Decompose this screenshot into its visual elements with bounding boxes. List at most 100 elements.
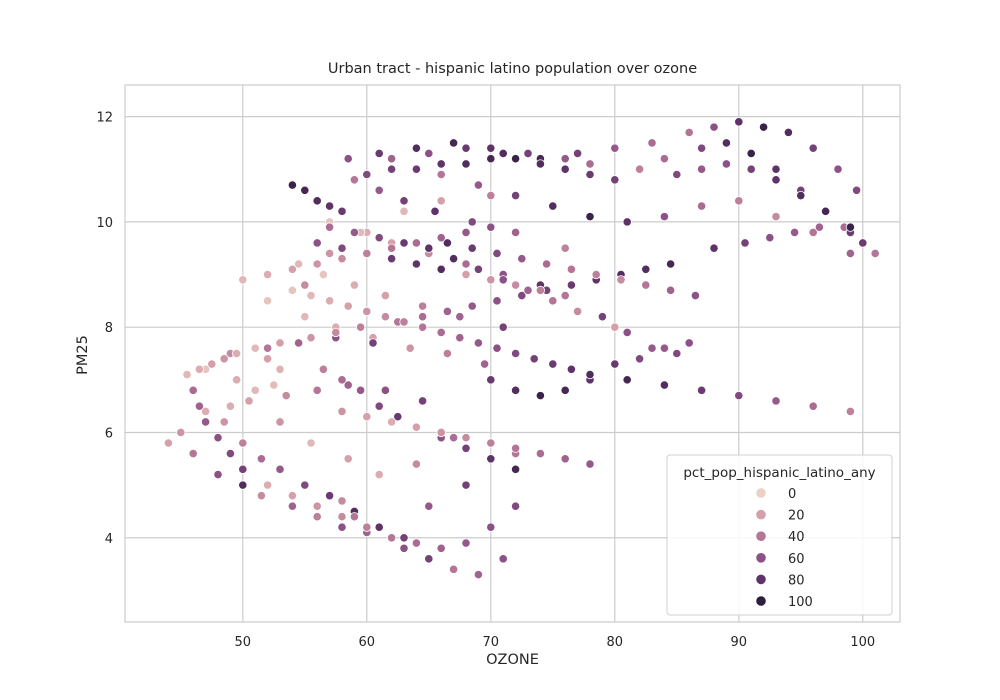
data-point [461, 538, 471, 548]
data-point [560, 454, 570, 464]
data-point [368, 338, 378, 348]
data-point [870, 248, 880, 259]
data-point [281, 391, 291, 401]
data-point [256, 491, 266, 501]
data-point [473, 338, 483, 348]
data-point [343, 154, 353, 164]
data-point [324, 296, 335, 306]
data-point [424, 554, 434, 564]
data-point [510, 227, 521, 238]
data-point [566, 280, 577, 290]
data-point [548, 296, 558, 306]
data-point [510, 190, 521, 201]
data-point [622, 375, 632, 385]
data-point [498, 554, 508, 564]
data-point [399, 543, 409, 553]
data-point [411, 459, 421, 469]
data-point [783, 127, 794, 137]
x-tick-label: 50 [235, 635, 252, 650]
data-point [399, 196, 409, 206]
data-point [417, 396, 428, 406]
data-point [238, 438, 248, 448]
data-point [560, 154, 570, 164]
data-point [448, 254, 459, 264]
data-point [659, 154, 670, 164]
y-axis-label: PM25 [75, 335, 91, 375]
data-point [424, 501, 434, 511]
data-point [417, 312, 428, 322]
data-point [287, 264, 297, 274]
data-point [411, 259, 421, 269]
data-point [399, 238, 409, 248]
data-point [758, 122, 769, 132]
data-point [746, 148, 756, 159]
legend-marker [755, 552, 767, 564]
data-point [337, 512, 347, 522]
data-point [188, 385, 198, 395]
data-point [380, 290, 390, 301]
data-point [585, 169, 595, 180]
data-point [535, 285, 546, 295]
data-point [616, 275, 626, 285]
data-point [312, 385, 322, 395]
data-point [734, 391, 744, 401]
data-point [374, 148, 384, 159]
data-point [306, 290, 316, 301]
data-point [337, 496, 347, 506]
data-point [194, 401, 204, 411]
data-point [634, 164, 645, 174]
y-tick-label: 8 [105, 321, 113, 336]
data-point [467, 243, 477, 253]
data-point [312, 259, 322, 269]
data-point [300, 280, 310, 290]
data-point [696, 385, 707, 395]
data-point [275, 364, 285, 374]
data-point [659, 343, 670, 353]
data-point [665, 259, 676, 269]
data-point [709, 122, 719, 132]
data-point [808, 143, 818, 153]
data-point [436, 264, 446, 274]
data-point [535, 159, 546, 169]
data-point [380, 385, 390, 395]
data-point [461, 433, 471, 443]
data-point [312, 196, 322, 206]
data-point [337, 406, 347, 417]
data-point [721, 159, 732, 169]
data-point [541, 259, 552, 269]
data-point [517, 290, 527, 301]
x-tick-label: 70 [483, 635, 500, 650]
data-point [349, 512, 359, 522]
data-point [386, 154, 397, 164]
data-point [585, 459, 595, 469]
data-point [486, 222, 496, 232]
data-point [796, 190, 806, 201]
data-point [318, 364, 328, 374]
x-axis-label: OZONE [486, 652, 539, 668]
data-point [374, 185, 384, 195]
data-point [343, 454, 353, 464]
chart-title: Urban tract - hispanic latino population… [327, 61, 698, 77]
data-point [324, 248, 335, 259]
data-point [486, 154, 496, 164]
legend-marker [755, 530, 767, 542]
data-point [262, 480, 273, 490]
data-point [436, 327, 446, 338]
data-point [386, 533, 397, 543]
data-point [665, 285, 676, 295]
data-point [560, 290, 570, 301]
data-point [659, 212, 670, 222]
data-point [734, 117, 744, 127]
data-point [808, 227, 818, 238]
data-point [498, 148, 508, 159]
data-point [845, 222, 856, 232]
data-point [535, 448, 546, 459]
data-point [424, 243, 434, 253]
data-point [207, 359, 217, 369]
data-point [461, 443, 471, 453]
data-points [163, 117, 880, 580]
data-point [789, 227, 800, 238]
data-point [442, 306, 452, 316]
data-point [287, 491, 297, 501]
